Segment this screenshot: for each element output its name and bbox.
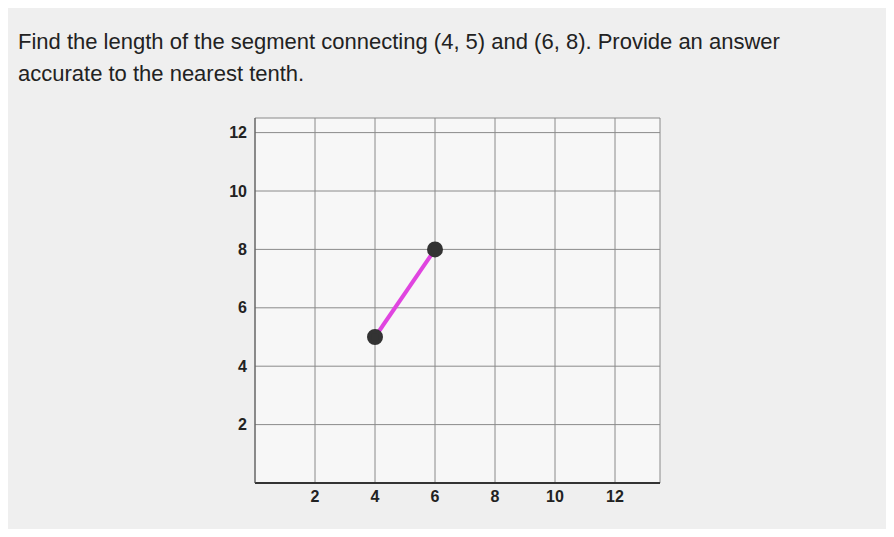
svg-text:12: 12	[606, 488, 624, 505]
svg-text:12: 12	[229, 124, 247, 141]
svg-text:6: 6	[238, 299, 247, 316]
svg-text:2: 2	[311, 488, 320, 505]
svg-text:6: 6	[431, 488, 440, 505]
html-text:Find the length of the segment: Find the length of the segment connectin…	[18, 29, 780, 86]
svg-text:10: 10	[546, 488, 564, 505]
svg-text:8: 8	[238, 241, 247, 258]
svg-text:10: 10	[229, 183, 247, 200]
svg-text:2: 2	[238, 416, 247, 433]
svg-text:8: 8	[491, 488, 500, 505]
svg-text:4: 4	[238, 358, 247, 375]
svg-text:4: 4	[371, 488, 380, 505]
